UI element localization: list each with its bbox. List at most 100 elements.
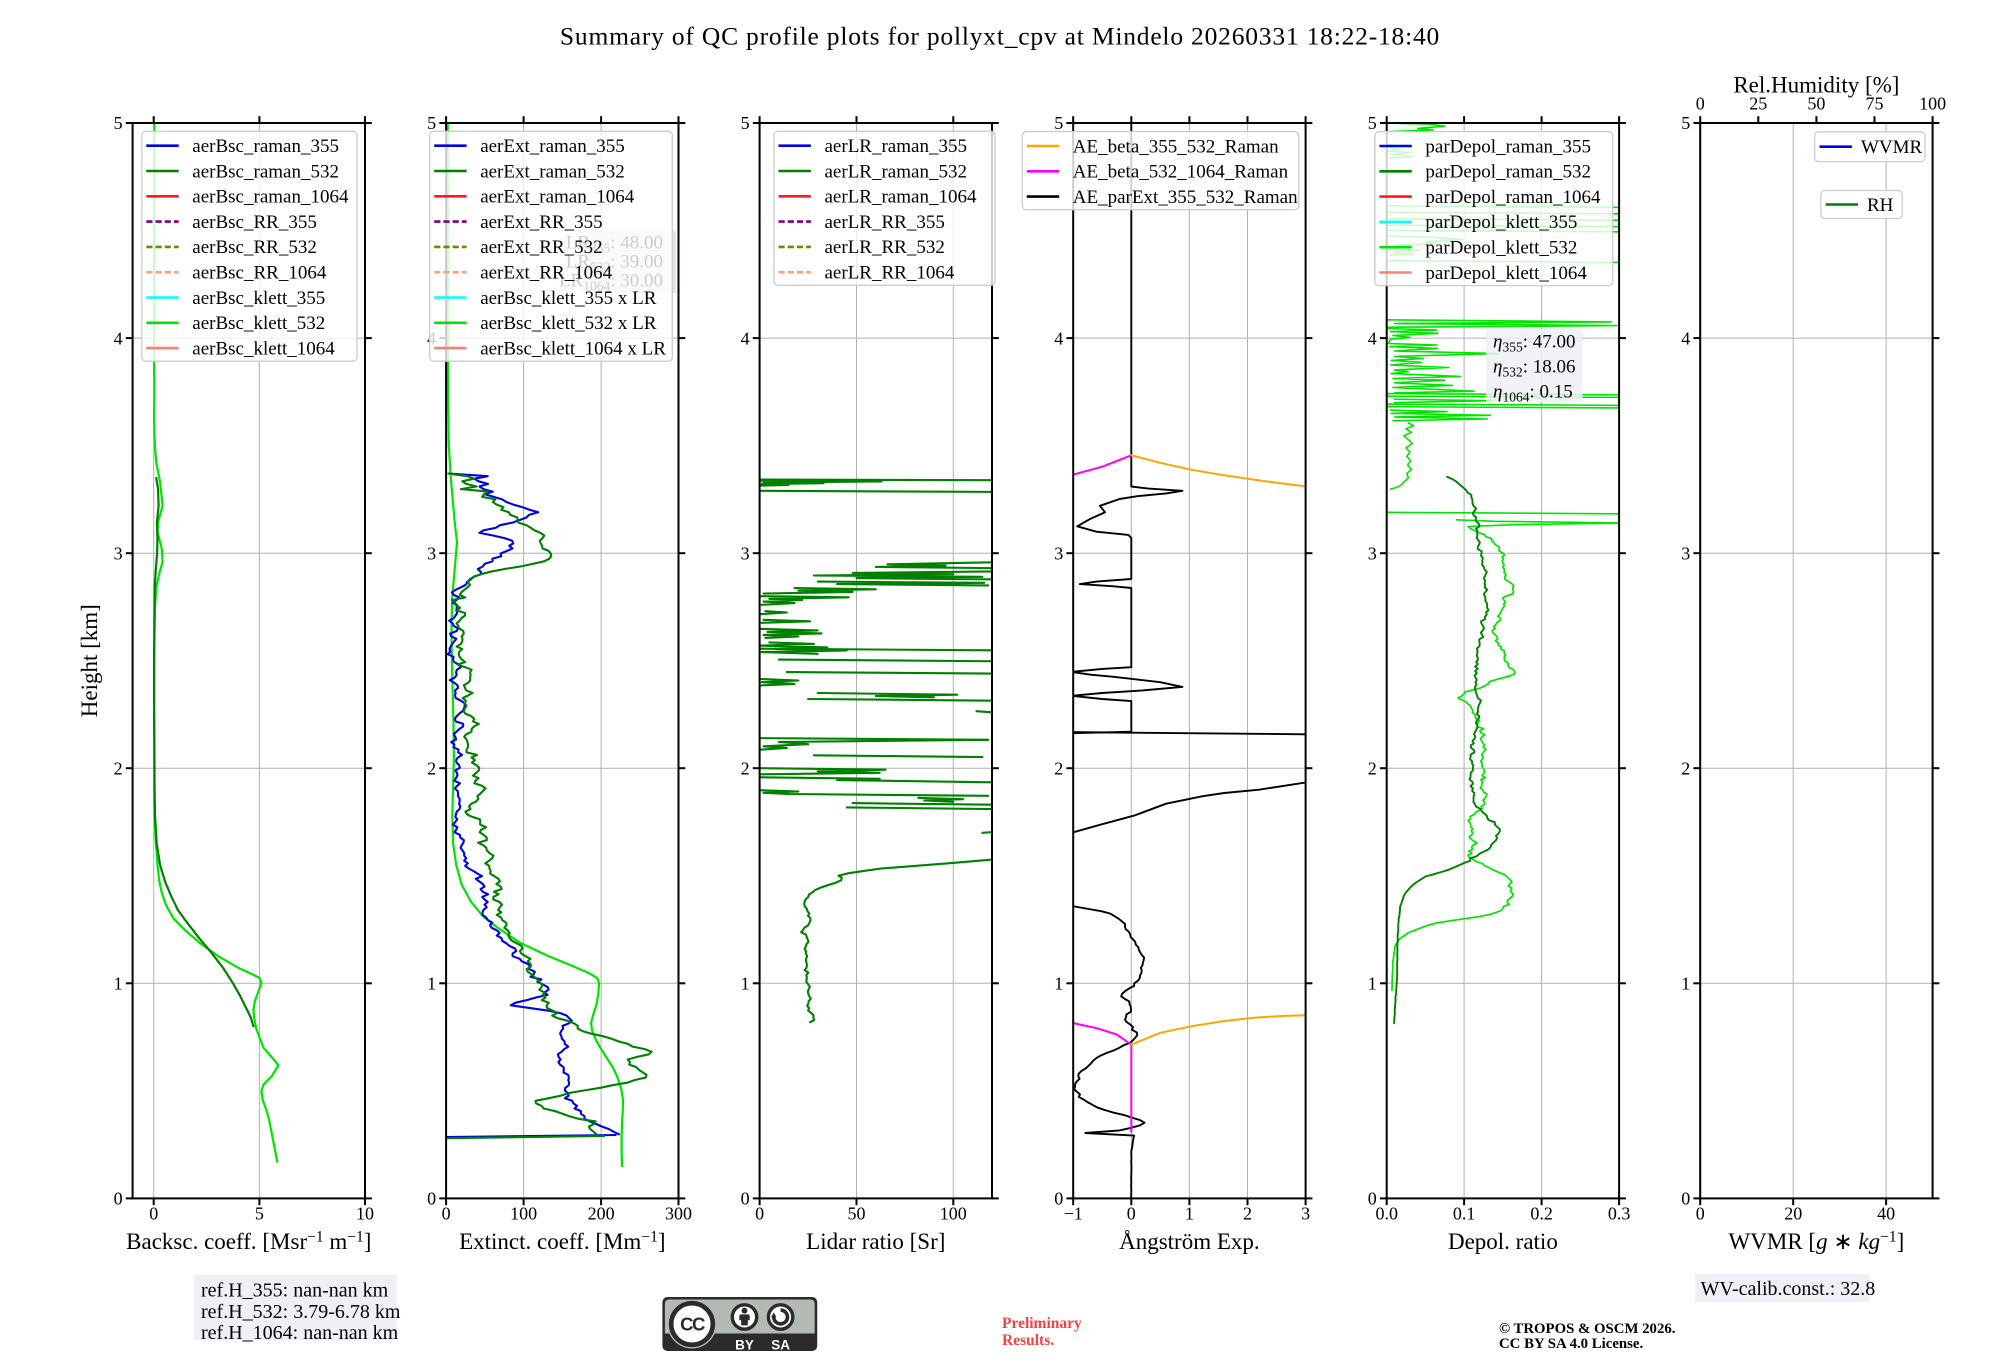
svg-text:aerExt_RR_355: aerExt_RR_355 [480,212,602,233]
svg-text:0: 0 [1368,1189,1377,1209]
svg-text:aerExt_raman_355: aerExt_raman_355 [480,136,625,157]
svg-text:aerLR_RR_355: aerLR_RR_355 [825,212,945,233]
svg-text:1: 1 [1054,974,1063,994]
svg-text:3: 3 [1301,1204,1310,1224]
svg-text:0.3: 0.3 [1608,1204,1631,1224]
svg-text:3: 3 [741,543,750,563]
svg-text:CC BY SA 4.0 License.: CC BY SA 4.0 License. [1499,1336,1643,1352]
svg-text:parDepol_klett_1064: parDepol_klett_1064 [1425,263,1587,284]
svg-text:η1064: 0.15: η1064: 0.15 [1493,382,1573,405]
svg-text:2: 2 [427,758,436,778]
svg-text:Lidar ratio [Sr]: Lidar ratio [Sr] [806,1229,945,1254]
svg-text:Rel.Humidity [%]: Rel.Humidity [%] [1733,73,1899,98]
svg-text:300: 300 [665,1204,692,1224]
svg-text:aerBsc_RR_355: aerBsc_RR_355 [192,212,317,233]
svg-text:aerLR_RR_532: aerLR_RR_532 [825,237,945,258]
svg-text:AE_parExt_355_532_Raman: AE_parExt_355_532_Raman [1073,187,1298,208]
svg-text:50: 50 [1807,94,1825,114]
svg-text:5: 5 [1054,113,1063,133]
svg-text:1: 1 [114,974,123,994]
svg-text:Backsc. coeff. [Msr−1 m−1]: Backsc. coeff. [Msr−1 m−1] [126,1229,371,1255]
svg-text:5: 5 [1681,113,1690,133]
svg-text:Summary of QC profile plots fo: Summary of QC profile plots for pollyxt_… [560,21,1440,50]
svg-text:0: 0 [1696,94,1705,114]
svg-text:aerLR_raman_355: aerLR_raman_355 [825,136,967,157]
svg-text:10: 10 [356,1204,374,1224]
svg-text:aerLR_raman_1064: aerLR_raman_1064 [825,187,977,208]
svg-text:1: 1 [427,974,436,994]
svg-text:aerBsc_RR_1064: aerBsc_RR_1064 [192,263,327,284]
svg-text:4: 4 [741,328,750,348]
svg-text:0: 0 [1696,1204,1705,1224]
svg-text:2: 2 [1368,758,1377,778]
svg-text:100: 100 [1919,94,1946,114]
svg-text:ref.H_1064: nan-nan km: ref.H_1064: nan-nan km [201,1322,399,1344]
svg-text:aerBsc_klett_532 x LR: aerBsc_klett_532 x LR [480,313,657,334]
svg-text:1: 1 [1185,1204,1194,1224]
svg-text:4: 4 [1368,328,1377,348]
svg-text:RH: RH [1867,195,1894,216]
svg-text:0: 0 [741,1189,750,1209]
svg-text:0: 0 [114,1189,123,1209]
svg-text:2: 2 [1054,758,1063,778]
svg-text:Extinct. coeff. [Mm−1]: Extinct. coeff. [Mm−1] [459,1229,665,1255]
svg-text:BY: BY [735,1338,754,1353]
svg-text:aerBsc_klett_1064 x LR: aerBsc_klett_1064 x LR [480,338,666,359]
svg-text:0: 0 [149,1204,158,1224]
svg-text:WVMR: WVMR [1861,137,1923,158]
svg-text:aerExt_RR_1064: aerExt_RR_1064 [480,263,612,284]
svg-text:3: 3 [1681,543,1690,563]
svg-text:3: 3 [1054,543,1063,563]
svg-text:1: 1 [741,974,750,994]
svg-text:aerBsc_klett_355 x LR: aerBsc_klett_355 x LR [480,288,657,309]
svg-text:0.0: 0.0 [1375,1204,1398,1224]
svg-text:40: 40 [1877,1204,1895,1224]
svg-text:Depol. ratio: Depol. ratio [1448,1229,1558,1254]
svg-text:parDepol_raman_532: parDepol_raman_532 [1425,162,1591,183]
svg-text:2: 2 [114,758,123,778]
svg-text:aerBsc_klett_532: aerBsc_klett_532 [192,313,325,334]
svg-text:2: 2 [741,758,750,778]
svg-text:SA: SA [771,1338,790,1353]
svg-text:WVMR [g ∗ kg−1]: WVMR [g ∗ kg−1] [1729,1229,1905,1255]
svg-text:ref.H_355: nan-nan km: ref.H_355: nan-nan km [201,1280,389,1302]
svg-text:aerExt_raman_532: aerExt_raman_532 [480,161,625,182]
svg-text:aerBsc_raman_532: aerBsc_raman_532 [192,161,339,182]
svg-text:200: 200 [588,1204,615,1224]
svg-text:5: 5 [114,113,123,133]
svg-text:20: 20 [1784,1204,1802,1224]
svg-text:CC: CC [680,1314,705,1335]
svg-text:aerBsc_raman_355: aerBsc_raman_355 [192,136,339,157]
svg-text:aerExt_RR_532: aerExt_RR_532 [480,237,602,258]
svg-text:Results.: Results. [1002,1332,1054,1349]
svg-text:© TROPOS & OSCM 2026.: © TROPOS & OSCM 2026. [1499,1321,1676,1337]
svg-text:1: 1 [1681,974,1690,994]
svg-text:0: 0 [1681,1189,1690,1209]
svg-text:aerLR_raman_532: aerLR_raman_532 [825,161,967,182]
svg-text:Ångström Exp.: Ångström Exp. [1119,1229,1260,1254]
svg-text:5: 5 [741,113,750,133]
svg-text:parDepol_raman_1064: parDepol_raman_1064 [1425,187,1601,208]
svg-text:η532: 18.06: η532: 18.06 [1493,357,1575,380]
svg-text:3: 3 [114,543,123,563]
svg-text:3: 3 [1368,543,1377,563]
svg-text:75: 75 [1866,94,1884,114]
svg-text:WV-calib.const.: 32.8: WV-calib.const.: 32.8 [1701,1278,1876,1300]
svg-text:ref.H_532: 3.79-6.78 km: ref.H_532: 3.79-6.78 km [201,1301,401,1323]
svg-text:parDepol_klett_355: parDepol_klett_355 [1425,212,1577,233]
svg-text:aerBsc_RR_532: aerBsc_RR_532 [192,237,317,258]
svg-text:2: 2 [1243,1204,1252,1224]
svg-text:parDepol_klett_532: parDepol_klett_532 [1425,238,1577,259]
svg-text:4: 4 [1054,328,1063,348]
svg-text:AE_beta_355_532_Raman: AE_beta_355_532_Raman [1073,136,1279,157]
svg-text:5: 5 [255,1204,264,1224]
svg-text:50: 50 [848,1204,866,1224]
svg-text:Height [km]: Height [km] [77,604,102,717]
svg-text:η355: 47.00: η355: 47.00 [1493,332,1575,355]
svg-text:100: 100 [940,1204,967,1224]
svg-text:3: 3 [427,543,436,563]
svg-text:1: 1 [1368,974,1377,994]
svg-text:aerExt_raman_1064: aerExt_raman_1064 [480,187,635,208]
svg-text:aerBsc_raman_1064: aerBsc_raman_1064 [192,187,349,208]
svg-text:0: 0 [1127,1204,1136,1224]
